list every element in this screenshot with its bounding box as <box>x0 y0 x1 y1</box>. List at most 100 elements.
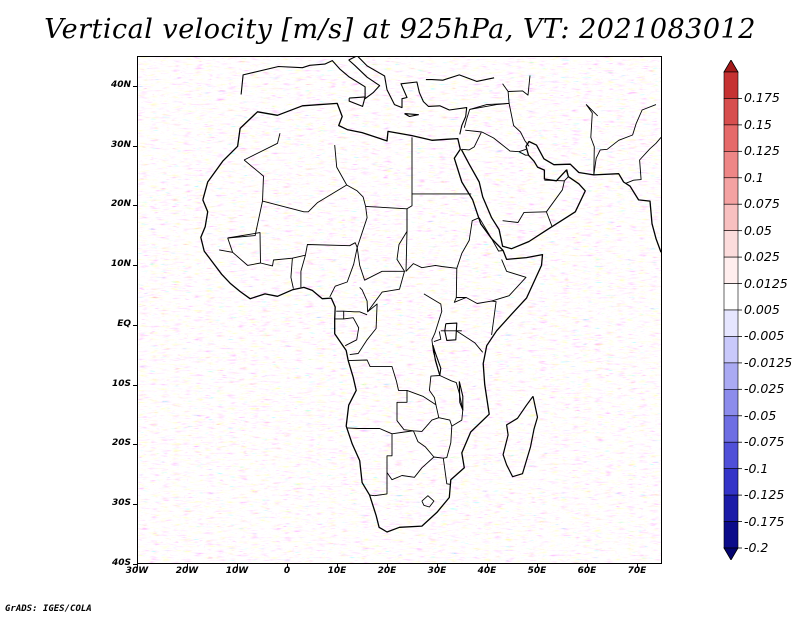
country-border <box>625 137 661 184</box>
colorbar-label: -0.025 <box>744 381 785 397</box>
lon-tick-mark <box>537 564 538 568</box>
colorbar-swatch <box>723 336 739 364</box>
country-border <box>585 104 599 175</box>
colorbar-swatch <box>723 124 739 152</box>
lat-tick-label: 40N <box>110 79 131 90</box>
balkan-anatolia-coastline <box>348 57 468 135</box>
colorbar-swatch <box>723 177 739 205</box>
black-sea-coastline <box>425 74 495 82</box>
country-border <box>478 217 504 252</box>
lon-tick-label: 20W <box>175 566 199 576</box>
crete-coastline <box>404 113 419 118</box>
lat-tick-mark <box>133 564 137 565</box>
country-border <box>262 184 347 213</box>
lon-tick-mark <box>387 564 388 568</box>
lon-tick-label: 10W <box>225 566 249 576</box>
colorbar-swatch <box>723 71 739 99</box>
lat-tick-mark <box>133 145 137 147</box>
colorbar-label: -0.125 <box>744 487 785 503</box>
country-border <box>334 310 345 320</box>
lat-tick-label: 40S <box>111 558 131 568</box>
colorbar-swatch <box>723 389 739 417</box>
country-border <box>396 390 439 432</box>
country-border <box>243 133 281 161</box>
lon-tick-mark <box>637 564 638 568</box>
colorbar-swatch <box>723 494 739 522</box>
colorbar-swatch <box>723 151 739 179</box>
lon-tick-label: 40E <box>477 566 497 576</box>
colorbar-swatch <box>723 362 739 390</box>
country-border <box>453 268 467 303</box>
colorbar-label: -0.1 <box>744 460 769 476</box>
country-border <box>405 208 480 272</box>
lat-tick-label: EQ <box>117 318 131 329</box>
colorbar-label: 0.005 <box>744 302 780 317</box>
colorbar: 0.175 0.15 0.125 0.1 0.075 0.05 0.025 0.0125 0.0… <box>722 60 800 560</box>
colorbar-label: -0.075 <box>744 434 785 450</box>
map-panel <box>137 56 662 564</box>
lat-tick-label: 30S <box>111 498 131 509</box>
country-border <box>421 495 435 508</box>
colorbar-label: 0.175 <box>744 90 780 106</box>
country-border <box>461 132 482 151</box>
country-border <box>406 193 472 210</box>
lon-tick-mark <box>237 564 238 568</box>
lat-tick-mark <box>133 444 137 446</box>
lat-tick-mark <box>133 205 137 207</box>
lat-tick-label: 10N <box>110 259 131 270</box>
country-border <box>334 145 367 207</box>
colorbar-label: 0.1 <box>744 169 764 185</box>
lon-tick-mark <box>337 564 338 568</box>
lon-tick-mark <box>487 564 488 568</box>
country-border <box>433 331 442 343</box>
country-border <box>290 258 294 289</box>
colorbar-swatch <box>723 468 739 496</box>
colorbar-swatch <box>723 98 739 126</box>
colorbar-swatch <box>723 521 739 549</box>
colorbar-swatch <box>723 415 739 443</box>
country-border <box>391 430 435 458</box>
colorbar-swatch <box>723 309 739 337</box>
lon-tick-label: 10E <box>327 566 347 576</box>
lat-tick-mark <box>133 504 137 506</box>
colorbar-label: 0.075 <box>744 196 780 212</box>
lat-tick-label: 20S <box>111 438 131 449</box>
country-border <box>347 427 393 497</box>
lon-tick-mark <box>187 564 188 568</box>
country-border <box>349 303 378 356</box>
footer-credit: GrADS: IGES/COLA <box>5 604 92 614</box>
lon-tick-label: 30W <box>125 566 149 576</box>
colorbar-label: -0.2 <box>744 540 769 555</box>
country-border <box>491 259 527 302</box>
lon-tick-mark <box>287 564 288 568</box>
country-border <box>329 247 358 298</box>
colorbar-swatch <box>723 230 739 258</box>
lon-tick-label: 0 <box>283 566 291 576</box>
lon-tick-label: 30E <box>427 566 447 576</box>
colorbar-label: -0.175 <box>744 513 785 529</box>
country-border <box>343 317 360 347</box>
land-field-texture <box>138 57 661 563</box>
country-border <box>435 404 464 427</box>
africa-coastline <box>200 102 544 533</box>
lat-tick-mark <box>133 384 137 386</box>
lat-tick-label: 30N <box>110 139 131 150</box>
sicily-coastline <box>348 96 366 107</box>
colorbar-min-arrow <box>723 547 739 560</box>
country-border <box>544 169 569 182</box>
country-border <box>227 232 261 264</box>
country-border <box>343 310 368 316</box>
country-border <box>518 151 529 156</box>
lon-tick-mark <box>437 564 438 568</box>
country-border <box>456 297 497 336</box>
colorbar-label: -0.05 <box>744 407 777 423</box>
colorbar-label: 0.05 <box>744 222 772 238</box>
lon-tick-mark <box>137 564 138 568</box>
arabia-coastline <box>460 140 661 253</box>
chart-title: Vertical velocity [m/s] at 925hPa, VT: 2… <box>44 14 756 45</box>
country-border <box>219 237 234 253</box>
colorbar-swatch <box>723 283 739 311</box>
lon-tick-label: 60E <box>577 566 597 576</box>
colorbar-label: 0.125 <box>744 143 780 159</box>
colorbar-swatch <box>723 203 739 231</box>
